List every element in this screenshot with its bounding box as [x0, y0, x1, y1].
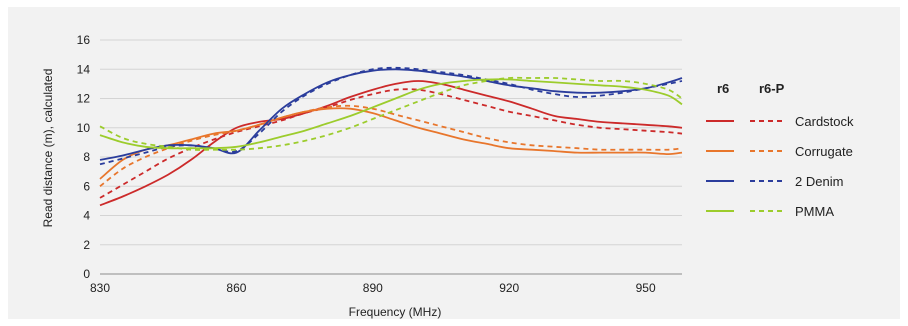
series-line-pmma-r6	[99, 78, 683, 150]
x-axis-title: Frequency (MHz)	[349, 305, 442, 319]
series-line-pmma-r6p	[99, 76, 683, 151]
y-tick-label: 16	[77, 33, 91, 47]
x-tick-label: 860	[226, 281, 246, 295]
legend-label: Cardstock	[795, 114, 854, 129]
series-line-2-denim-r6p	[99, 66, 683, 166]
y-tick-label: 8	[83, 150, 90, 164]
legend-header: r6	[717, 81, 729, 96]
y-tick-label: 0	[83, 267, 90, 281]
legend-header: r6-P	[759, 81, 785, 96]
legend-label: PMMA	[795, 204, 834, 219]
x-tick-label: 890	[363, 281, 383, 295]
series-line-2-denim-r6	[99, 68, 683, 161]
y-tick-label: 2	[83, 238, 90, 252]
x-tick-label: 830	[90, 281, 110, 295]
y-axis-title: Read distance (m), calculated	[41, 69, 55, 228]
legend-label: Corrugate	[795, 144, 853, 159]
y-tick-label: 14	[77, 62, 91, 76]
read-distance-chart: 0 2 4 6 8 10 12 14 16 830 860 890 920 950 Frequency …	[41, 33, 854, 319]
y-tick-label: 6	[83, 179, 90, 193]
series-line-corrugate-r6	[99, 107, 683, 180]
series-line-cardstock-r6	[99, 80, 683, 207]
series-line-cardstock-r6p	[99, 88, 683, 199]
legend-label: 2 Denim	[795, 174, 843, 189]
y-tick-label: 12	[77, 92, 91, 106]
chart-frame: 0 2 4 6 8 10 12 14 16 830 860 890 920 950 Frequency …	[8, 7, 900, 319]
series-line-corrugate-r6p	[99, 104, 683, 188]
legend: r6 r6-P Cardstock Corrugate 2 Denim PMMA	[706, 81, 854, 219]
x-tick-label: 950	[636, 281, 656, 295]
y-tick-label: 10	[77, 121, 91, 135]
x-tick-label: 920	[499, 281, 519, 295]
y-tick-label: 4	[83, 209, 90, 223]
